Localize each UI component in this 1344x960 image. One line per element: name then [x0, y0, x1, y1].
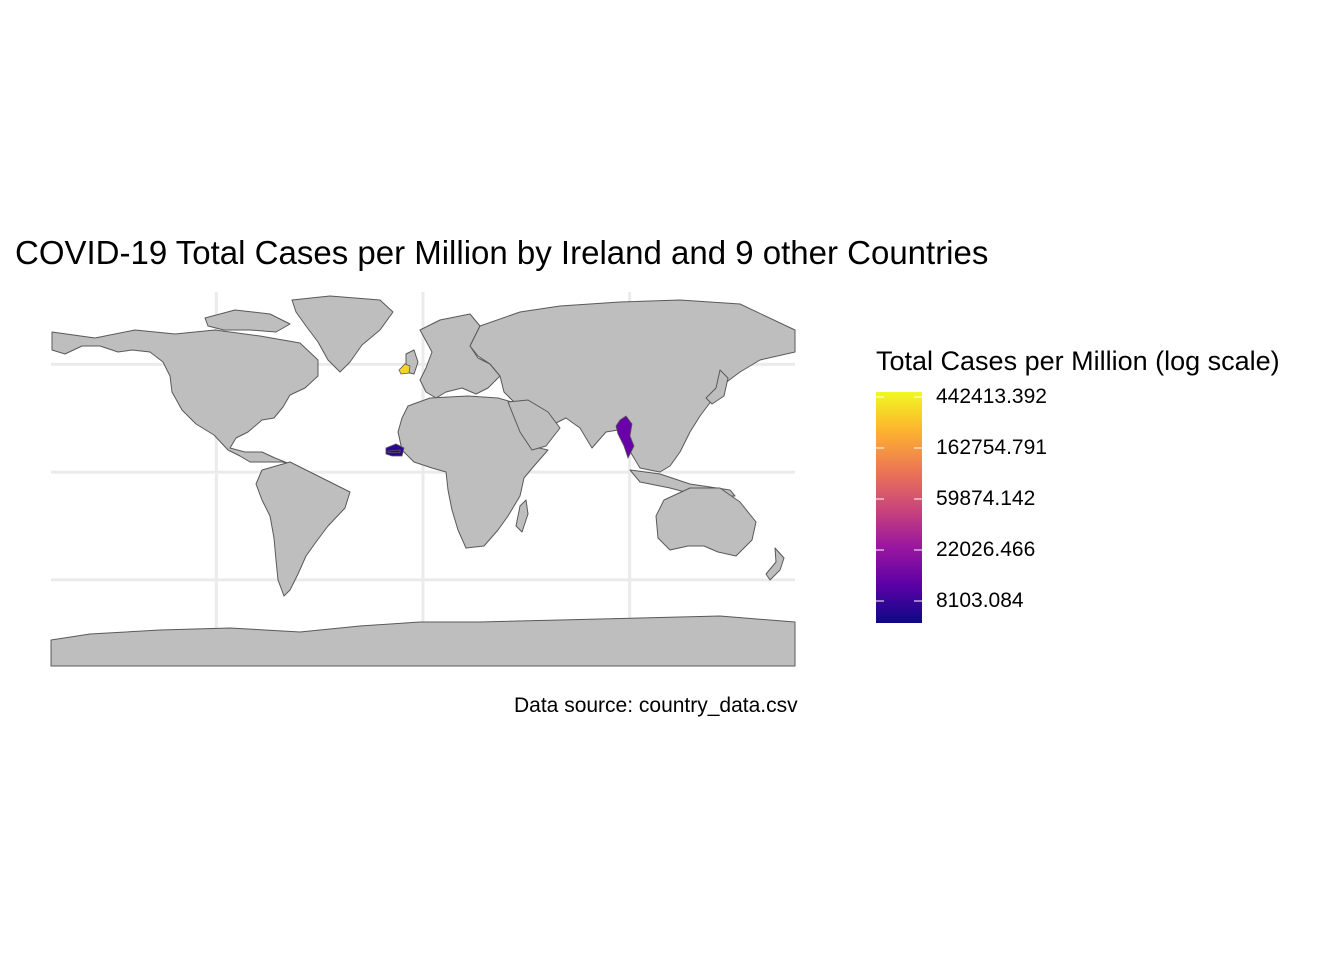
country-senegal [385, 443, 405, 457]
madagascar-landmass [515, 499, 529, 533]
arabia-landmass [507, 399, 561, 451]
legend-label: 22026.466 [936, 538, 1036, 561]
north-america-landmass [51, 329, 319, 467]
antarctica-landmass [50, 615, 796, 667]
legend-title: Total Cases per Million (log scale) [876, 346, 1280, 376]
australia-landmass [655, 487, 757, 557]
legend-label: 442413.392 [936, 385, 1047, 408]
data-source-caption: Data source: country_data.csv [514, 694, 798, 717]
south-america-landmass [255, 461, 351, 597]
country-myanmar [615, 415, 635, 460]
country-gambia [387, 449, 401, 453]
greenland-landmass [291, 295, 394, 373]
map-title: COVID-19 Total Cases per Million by Irel… [15, 234, 989, 271]
legend-label: 8103.084 [936, 589, 1024, 612]
legend-label: 59874.142 [936, 487, 1036, 510]
europe-landmass [419, 313, 501, 399]
legend-colorbar [876, 392, 922, 623]
new-zealand-landmass [765, 547, 785, 581]
highlighted-countries [385, 363, 635, 460]
legend-label: 162754.791 [936, 436, 1047, 459]
arctic-islands-landmass [204, 309, 291, 333]
country-ireland [398, 363, 411, 375]
asia-landmass [469, 299, 796, 473]
japan-landmass [705, 369, 729, 405]
land-layer [50, 295, 796, 667]
